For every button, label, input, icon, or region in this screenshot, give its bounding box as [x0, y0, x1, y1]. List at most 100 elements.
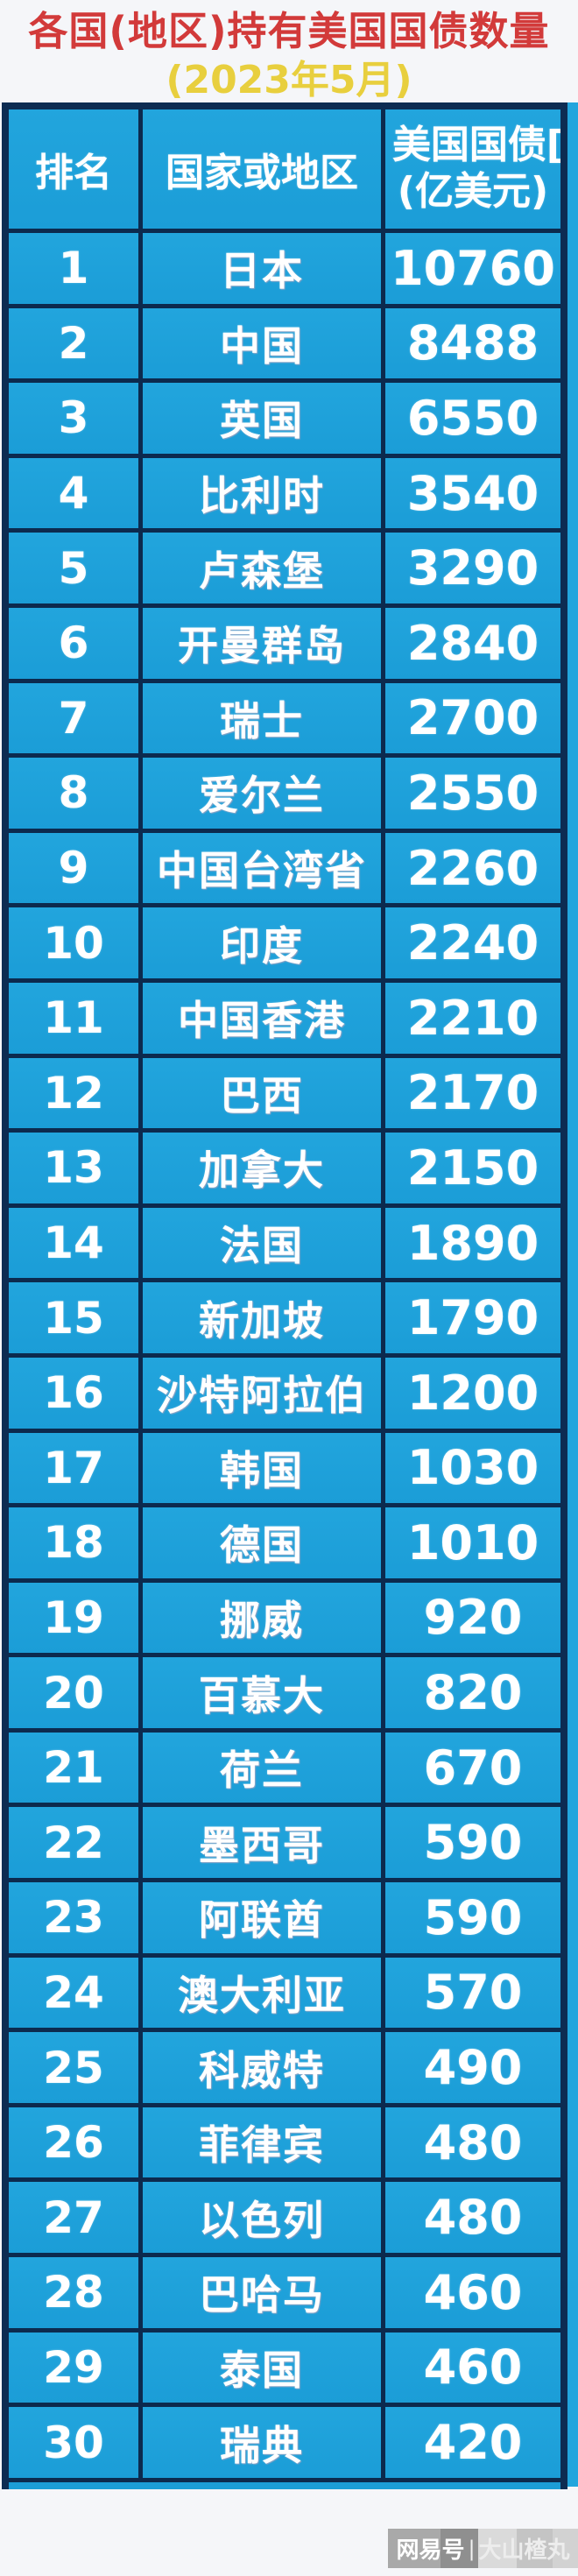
country-cell: 菲律宾: [143, 2107, 381, 2178]
rank-cell: 8: [9, 758, 138, 829]
rank-cell: 22: [9, 1807, 138, 1879]
watermark: 网易号 | 大山楂丸: [388, 2529, 578, 2568]
header-rank: 排名: [9, 109, 138, 229]
country-cell: 荷兰: [143, 1732, 381, 1803]
value-cell: 1200: [385, 1357, 560, 1429]
rank-cell: 15: [9, 1282, 138, 1353]
rank-cell: 25: [9, 2032, 138, 2103]
value-cell: 570: [385, 1957, 560, 2029]
watermark-divider: |: [468, 2536, 476, 2561]
country-cell: 沙特阿拉伯: [143, 1357, 381, 1429]
country-cell: 法国: [143, 1207, 381, 1279]
watermark-author: 大山楂丸: [478, 2537, 570, 2564]
value-cell: 2240: [385, 907, 560, 978]
value-cell: 2700: [385, 682, 560, 754]
country-cell: 中国: [143, 307, 381, 379]
value-cell: 2170: [385, 1057, 560, 1129]
value-cell: 480: [385, 2107, 560, 2178]
value-cell: 590: [385, 1882, 560, 1953]
value-cell: 2840: [385, 607, 560, 679]
rank-cell: 28: [9, 2257, 138, 2328]
country-cell: 澳大利亚: [143, 1957, 381, 2029]
watermark-text: 网易号 | 大山楂丸: [396, 2532, 569, 2565]
value-cell: 420: [385, 2407, 560, 2478]
value-cell: 590: [385, 1807, 560, 1879]
page-title: 各国(地区)持有美国国债数量: [28, 8, 550, 54]
value-cell: 1010: [385, 1507, 560, 1578]
value-cell: 820: [385, 1657, 560, 1728]
country-cell: 爱尔兰: [143, 758, 381, 829]
value-cell: 2260: [385, 832, 560, 904]
rank-cell: 17: [9, 1432, 138, 1504]
rank-cell: 19: [9, 1582, 138, 1654]
country-cell: 以色列: [143, 2182, 381, 2254]
value-cell: 2150: [385, 1133, 560, 1203]
rank-cell: 14: [9, 1207, 138, 1279]
value-cell: 1030: [385, 1432, 560, 1504]
value-cell: 6550: [385, 383, 560, 454]
rank-cell: 5: [9, 533, 138, 603]
header-value-line1: 美国国债[: [391, 123, 560, 168]
rank-cell: 30: [9, 2407, 138, 2478]
rank-cell: 11: [9, 982, 138, 1054]
rank-cell: 27: [9, 2182, 138, 2254]
value-cell: 480: [385, 2182, 560, 2254]
debt-table: 排名 国家或地区 美国国债[ (亿美元) 1 日本 10760 2 中国 8488 3 英国 6…: [2, 102, 567, 2489]
value-cell: 2210: [385, 982, 560, 1054]
country-cell: 瑞典: [143, 2407, 381, 2478]
table-bottom-cut-sliver: [9, 2481, 560, 2489]
country-cell: 比利时: [143, 457, 381, 529]
value-cell: 1890: [385, 1207, 560, 1279]
country-cell: 德国: [143, 1507, 381, 1578]
country-cell: 日本: [143, 233, 381, 304]
country-cell: 中国香港: [143, 982, 381, 1054]
rank-cell: 4: [9, 457, 138, 529]
debt-table-grid: 排名 国家或地区 美国国债[ (亿美元) 1 日本 10760 2 中国 8488 3 英国 6…: [9, 109, 560, 2478]
rank-cell: 29: [9, 2332, 138, 2403]
rank-cell: 6: [9, 607, 138, 679]
right-edge-sliver: [567, 102, 578, 2487]
country-cell: 英国: [143, 383, 381, 454]
country-cell: 中国台湾省: [143, 832, 381, 904]
country-cell: 瑞士: [143, 682, 381, 754]
rank-cell: 1: [9, 233, 138, 304]
country-cell: 科威特: [143, 2032, 381, 2103]
value-cell: 1790: [385, 1282, 560, 1353]
country-cell: 巴西: [143, 1057, 381, 1129]
value-cell: 460: [385, 2257, 560, 2328]
rank-cell: 3: [9, 383, 138, 454]
rank-cell: 12: [9, 1057, 138, 1129]
value-cell: 2550: [385, 758, 560, 829]
country-cell: 加拿大: [143, 1133, 381, 1203]
rank-cell: 20: [9, 1657, 138, 1728]
country-cell: 阿联酋: [143, 1882, 381, 1953]
country-cell: 百慕大: [143, 1657, 381, 1728]
country-cell: 印度: [143, 907, 381, 978]
rank-cell: 7: [9, 682, 138, 754]
header-value: 美国国债[ (亿美元): [385, 109, 560, 229]
title-block: 各国(地区)持有美国国债数量 (2023年5月): [0, 0, 578, 102]
rank-cell: 26: [9, 2107, 138, 2178]
value-cell: 460: [385, 2332, 560, 2403]
country-cell: 开曼群岛: [143, 607, 381, 679]
country-cell: 韩国: [143, 1432, 381, 1504]
rank-cell: 9: [9, 832, 138, 904]
rank-cell: 21: [9, 1732, 138, 1803]
country-cell: 卢森堡: [143, 533, 381, 603]
value-cell: 3540: [385, 457, 560, 529]
watermark-background-blocks: [388, 2529, 578, 2568]
rank-cell: 24: [9, 1957, 138, 2029]
value-cell: 490: [385, 2032, 560, 2103]
value-cell: 3290: [385, 533, 560, 603]
header-value-line2: (亿美元): [397, 169, 549, 214]
country-cell: 新加坡: [143, 1282, 381, 1353]
rank-cell: 23: [9, 1882, 138, 1953]
country-cell: 巴哈马: [143, 2257, 381, 2328]
value-cell: 10760: [385, 233, 560, 304]
country-cell: 墨西哥: [143, 1807, 381, 1879]
value-cell: 670: [385, 1732, 560, 1803]
value-cell: 8488: [385, 307, 560, 379]
country-cell: 挪威: [143, 1582, 381, 1654]
watermark-platform: 网易号: [396, 2537, 465, 2564]
